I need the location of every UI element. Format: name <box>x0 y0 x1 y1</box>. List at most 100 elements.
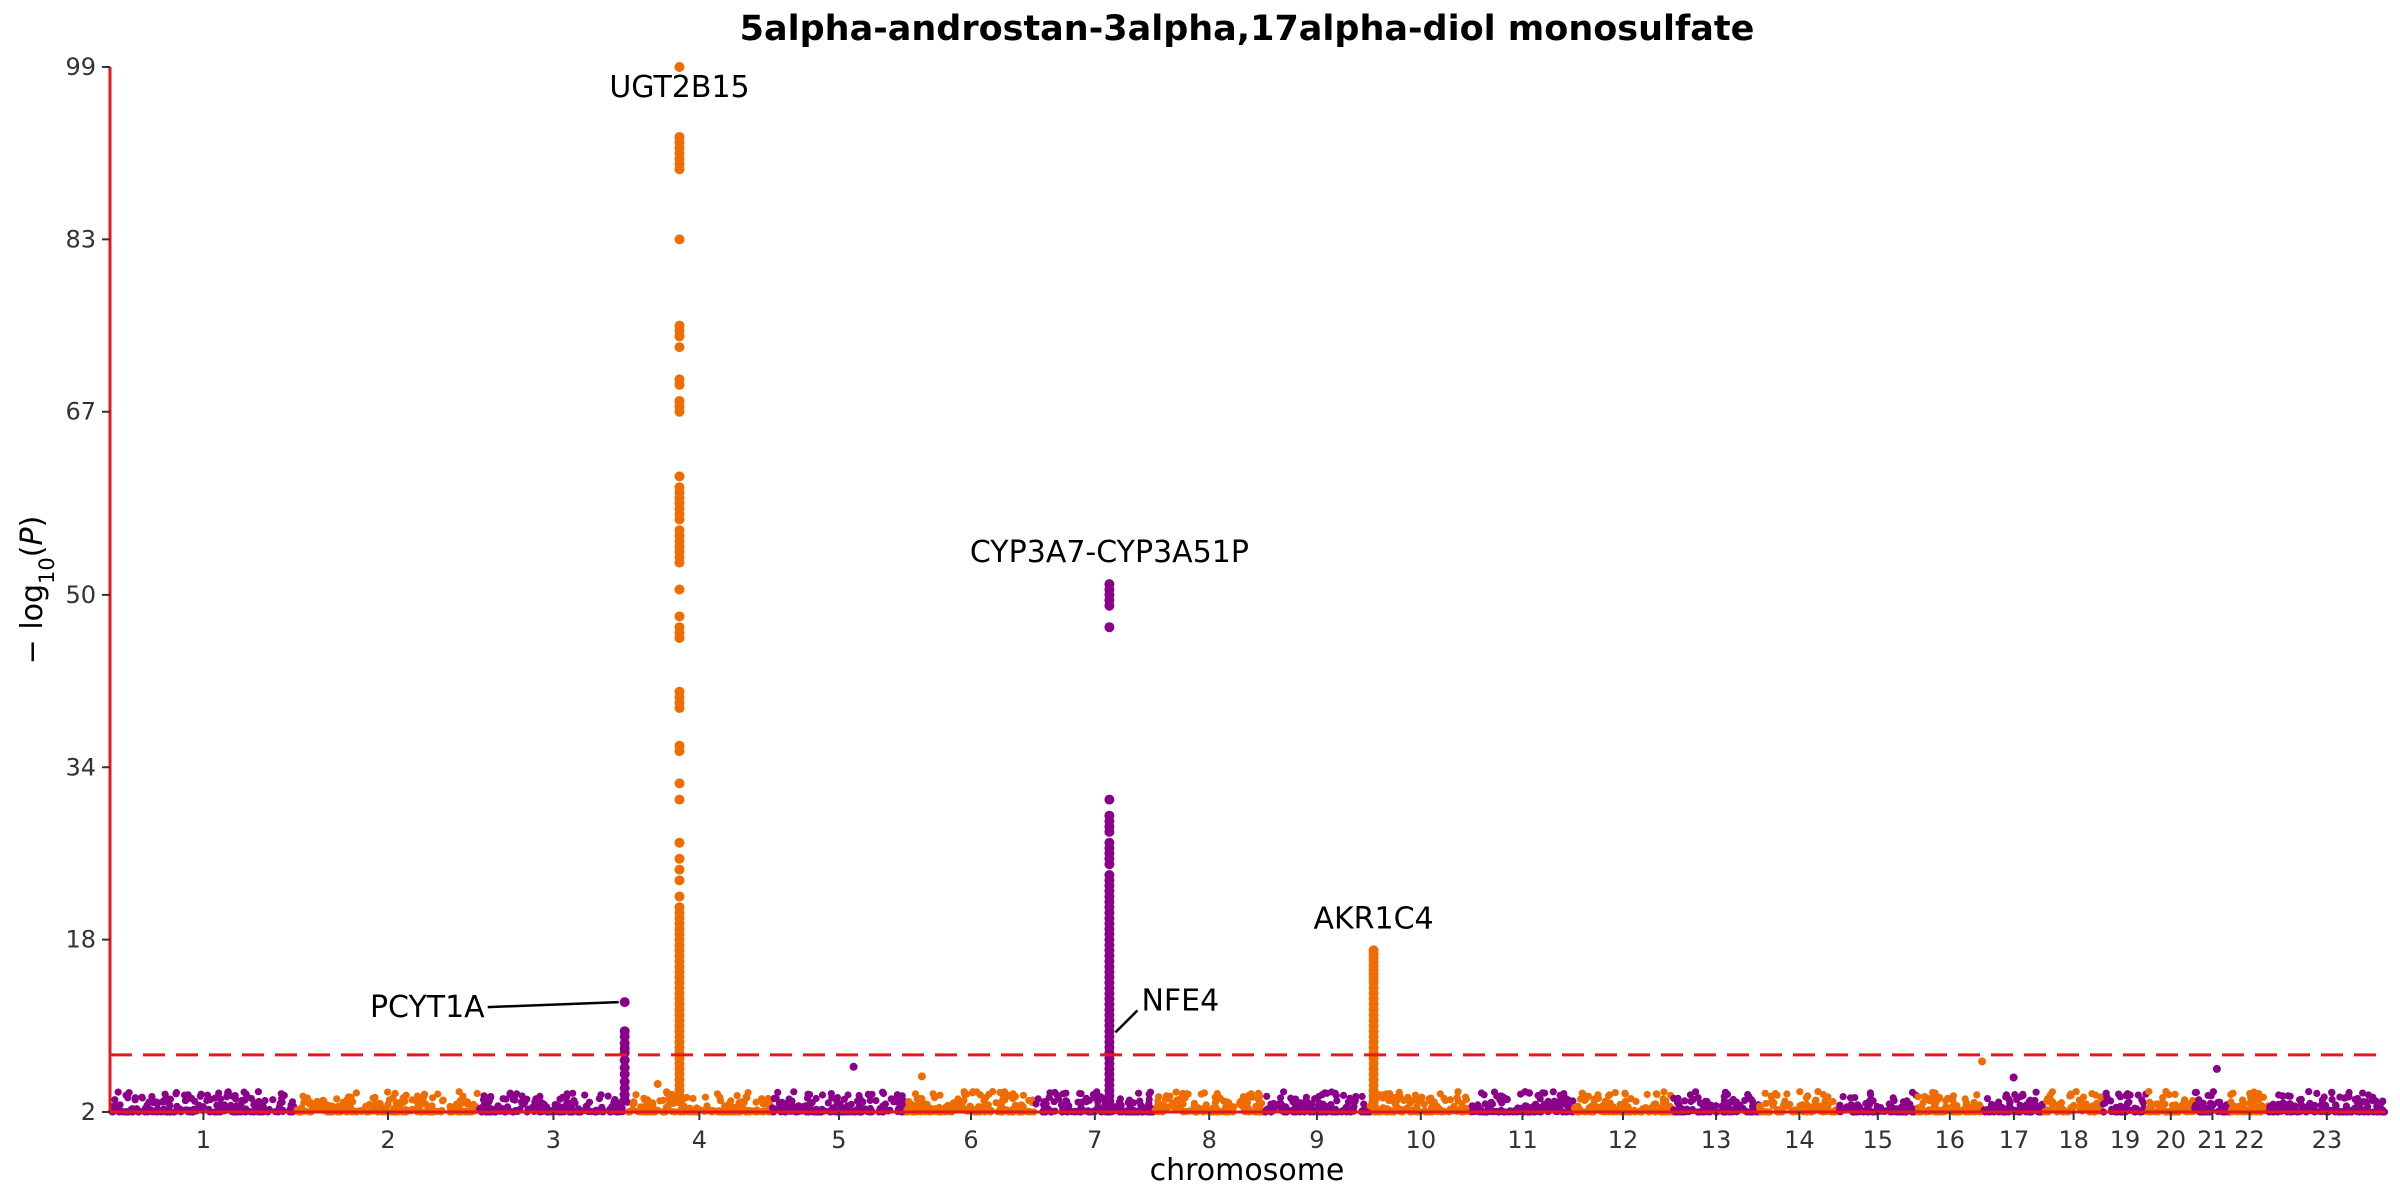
point-chr7 <box>1077 1090 1085 1098</box>
peak-point-chr3 <box>619 1095 630 1106</box>
point-chr14 <box>1761 1089 1769 1097</box>
point-chr13 <box>1675 1101 1683 1109</box>
point-chr14 <box>1799 1101 1807 1109</box>
point-chr9 <box>1326 1104 1334 1112</box>
point-chr1 <box>148 1093 156 1101</box>
x-tick-label-chr17: 17 <box>1999 1126 2030 1154</box>
point-chr18 <box>2088 1090 2096 1098</box>
point-chr11 <box>1474 1101 1482 1109</box>
point-chr1 <box>203 1091 212 1099</box>
point-chr9 <box>1350 1098 1359 1106</box>
point-chr3 <box>597 1091 605 1099</box>
point-chr6 <box>968 1089 977 1097</box>
peak-point-chr3 <box>619 1055 630 1066</box>
point-chr6 <box>967 1103 975 1111</box>
point-chr13 <box>1744 1090 1752 1099</box>
point-chr2 <box>470 1100 478 1108</box>
point-chr8 <box>1236 1099 1244 1107</box>
x-axis-title: chromosome <box>1150 1153 1345 1188</box>
point-chr23 <box>2378 1098 2386 1106</box>
peak-point-chr4 <box>674 837 685 848</box>
point-chr15 <box>1899 1098 1907 1106</box>
point-chr4 <box>738 1098 746 1106</box>
peak-point-chr7 <box>1104 622 1115 633</box>
point-chr6 <box>1019 1091 1027 1099</box>
point-chr8 <box>1176 1099 1184 1107</box>
point-chr2 <box>413 1104 421 1112</box>
annotation-pcyt1a-leader <box>487 1000 619 1009</box>
point-chr5 <box>844 1091 852 1099</box>
point-chr12 <box>1578 1089 1586 1097</box>
point-chr14 <box>1771 1090 1779 1098</box>
point-chr10 <box>1420 1100 1428 1108</box>
point-chr15 <box>1890 1097 1898 1105</box>
point-chr6 <box>1005 1091 1014 1099</box>
point-chr12 <box>1606 1091 1614 1099</box>
point-chr2 <box>401 1097 409 1105</box>
point-chr14 <box>1762 1099 1770 1108</box>
point-chr18 <box>2079 1093 2088 1101</box>
annotation-nfe4-leader <box>1114 1009 1139 1034</box>
point-chr18 <box>2083 1104 2091 1112</box>
y-axis-title-open: ( <box>15 545 50 557</box>
x-tick-label-chr23: 23 <box>2312 1126 2343 1154</box>
point-chr13 <box>1747 1096 1755 1104</box>
point-chr3 <box>569 1089 577 1097</box>
point-chr19 <box>2103 1093 2111 1101</box>
point-chr13 <box>1696 1099 1704 1107</box>
point-chr5 <box>790 1088 798 1096</box>
point-chr13 <box>1681 1097 1689 1105</box>
point-chr1 <box>149 1098 157 1107</box>
peak-point-chr4 <box>674 379 685 390</box>
peak-point-chr4 <box>674 891 685 902</box>
point-chr15 <box>1867 1091 1875 1099</box>
outlier-point-chr17 <box>2009 1073 2018 1082</box>
point-chr1 <box>217 1101 225 1109</box>
point-chr21 <box>2217 1102 2225 1110</box>
point-chr5 <box>788 1097 796 1105</box>
point-chr3 <box>487 1092 495 1101</box>
point-chr11 <box>1536 1095 1544 1103</box>
point-chr2 <box>346 1099 354 1107</box>
peak-point-chr7 <box>1104 794 1115 805</box>
point-chr6 <box>929 1090 937 1098</box>
point-chr13 <box>1732 1098 1740 1106</box>
point-chr12 <box>1616 1100 1624 1109</box>
point-chr4 <box>689 1094 697 1103</box>
point-chr10 <box>1433 1102 1441 1110</box>
peak-point-chr4 <box>674 234 685 245</box>
point-chr23 <box>2372 1097 2380 1105</box>
point-chr3 <box>568 1099 576 1107</box>
point-chr11 <box>1552 1103 1560 1111</box>
point-chr16 <box>1914 1093 1922 1101</box>
point-chr6 <box>905 1098 913 1106</box>
point-chr3 <box>499 1095 507 1103</box>
point-chr8 <box>1213 1090 1221 1098</box>
annotation-pcyt1a: PCYT1A <box>370 990 485 1025</box>
y-axis-title-sub: 10 <box>35 557 59 584</box>
point-chr6 <box>962 1090 970 1098</box>
point-chr22 <box>2255 1090 2263 1098</box>
point-chr12 <box>1577 1095 1585 1103</box>
point-chr23 <box>2342 1102 2350 1110</box>
point-chr16 <box>1948 1103 1956 1111</box>
x-tick-label-chr10: 10 <box>1406 1126 1437 1154</box>
peak-point-chr7 <box>1104 600 1115 611</box>
point-chr7 <box>1045 1093 1053 1101</box>
x-tick-label-chr11: 11 <box>1507 1126 1538 1154</box>
point-chr2 <box>402 1091 410 1099</box>
point-chr18 <box>2089 1102 2097 1110</box>
point-chr12 <box>1659 1099 1668 1107</box>
point-chr2 <box>300 1098 308 1106</box>
point-chr6 <box>989 1088 997 1096</box>
outlier-point-chr6 <box>917 1072 926 1081</box>
point-chr1 <box>160 1097 168 1105</box>
y-axis-title-var: P <box>15 526 50 545</box>
peak-point-chr7 <box>1104 1096 1115 1107</box>
point-chr20 <box>2159 1094 2167 1102</box>
point-chr23 <box>2297 1101 2305 1109</box>
point-chr1 <box>215 1089 223 1097</box>
point-chr5 <box>770 1094 778 1102</box>
point-chr13 <box>1692 1088 1700 1096</box>
y-tick-label: 2 <box>81 1098 96 1126</box>
